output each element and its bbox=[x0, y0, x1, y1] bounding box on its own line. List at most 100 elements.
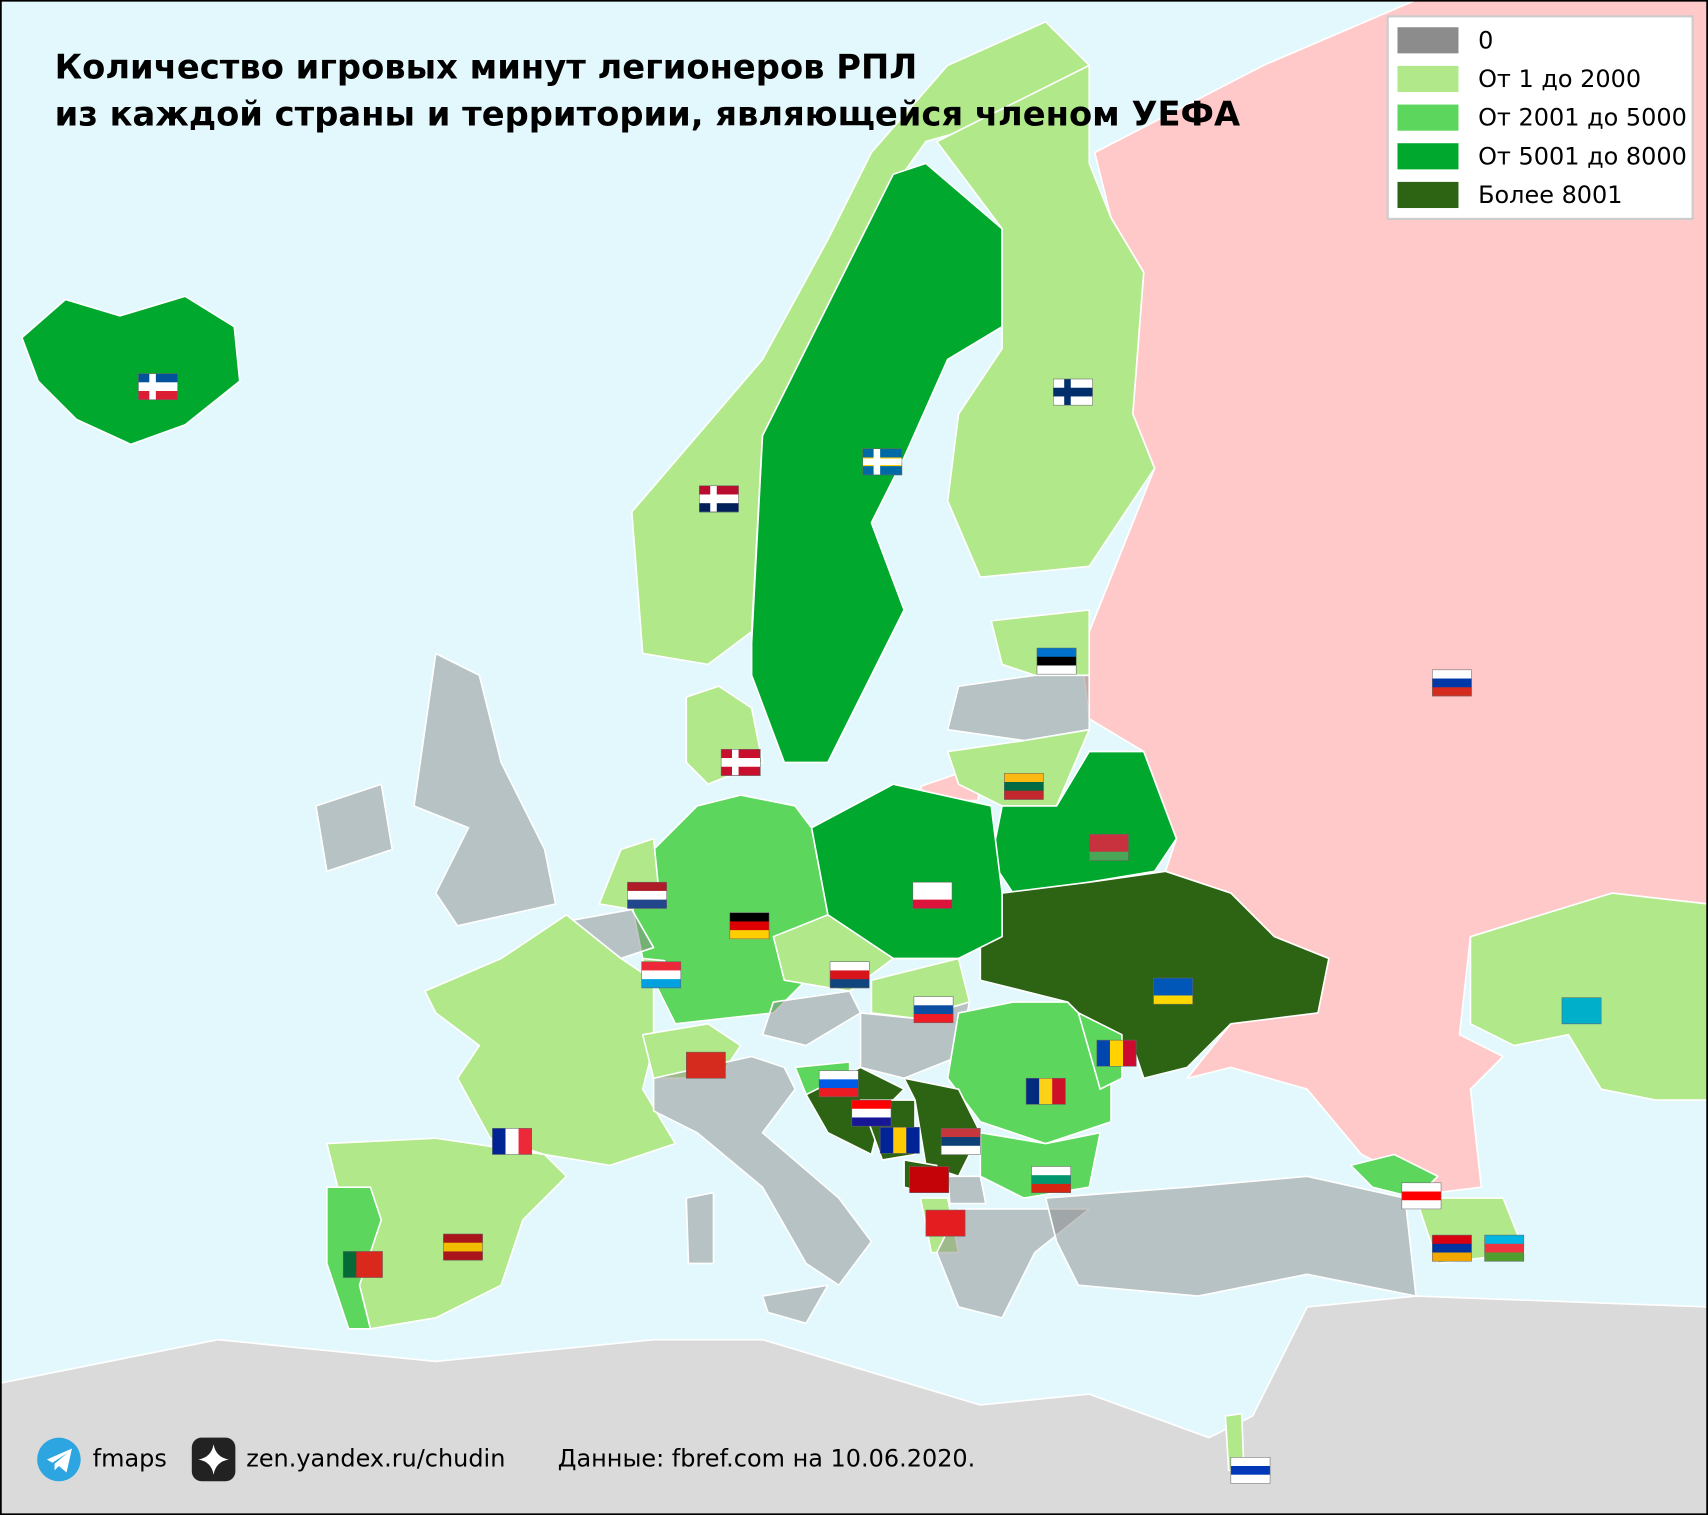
flag bbox=[1036, 647, 1077, 675]
zen-text: zen.yandex.ru/chudin bbox=[246, 1444, 505, 1472]
austria bbox=[761, 990, 862, 1047]
flag-stripe bbox=[1089, 851, 1129, 861]
flag-border bbox=[138, 373, 178, 400]
flag-stripe bbox=[1031, 1183, 1071, 1193]
flag-stripe bbox=[1153, 978, 1193, 988]
great-britain bbox=[413, 652, 557, 927]
title-line: из каждой страны и территории, являющейс… bbox=[55, 94, 1241, 133]
flag bbox=[925, 1209, 966, 1237]
flag-cross bbox=[862, 458, 902, 466]
flag-stripe bbox=[686, 1060, 726, 1070]
flag-border bbox=[492, 1128, 532, 1155]
flag bbox=[912, 881, 953, 909]
flag-border bbox=[729, 912, 770, 940]
belarus bbox=[990, 750, 1178, 894]
flag-border bbox=[851, 1099, 892, 1127]
flag-stripe bbox=[343, 1251, 357, 1278]
telegram-icon bbox=[37, 1437, 81, 1482]
zen-star bbox=[198, 1444, 229, 1475]
flag-stripe bbox=[1432, 1235, 1472, 1245]
flag bbox=[1096, 1039, 1137, 1067]
flag bbox=[1088, 834, 1129, 861]
flag-border bbox=[940, 1128, 981, 1155]
flag-stripe bbox=[1036, 665, 1077, 675]
flag-stripe bbox=[1039, 1078, 1053, 1105]
italy bbox=[652, 1055, 873, 1287]
flag-border bbox=[1484, 1234, 1525, 1262]
flag bbox=[1230, 1457, 1271, 1484]
flag bbox=[729, 912, 770, 940]
flag-stripe bbox=[699, 503, 739, 513]
flag-border bbox=[1025, 1077, 1066, 1105]
flag bbox=[818, 1070, 859, 1098]
flag-stripe bbox=[830, 979, 870, 989]
flags bbox=[138, 373, 1602, 1484]
flag-stripe bbox=[1026, 1078, 1040, 1105]
flag-stripe bbox=[1031, 1175, 1071, 1185]
flag bbox=[1153, 977, 1193, 1005]
flag-border bbox=[913, 996, 954, 1023]
finland bbox=[935, 64, 1156, 579]
flag-stripe bbox=[1089, 842, 1129, 853]
flag-stripe bbox=[1031, 1166, 1071, 1176]
flag-border bbox=[1096, 1039, 1137, 1067]
telegram-text: fmaps bbox=[93, 1444, 167, 1472]
flag-stripe bbox=[941, 1128, 981, 1138]
flag-stripe bbox=[641, 970, 681, 980]
flag-stripe bbox=[909, 1166, 949, 1176]
flag bbox=[443, 1233, 483, 1261]
flag-stripe bbox=[1401, 1200, 1442, 1210]
flag-border bbox=[818, 1070, 859, 1098]
flag bbox=[1432, 1234, 1472, 1262]
flag-stripe bbox=[1109, 1040, 1124, 1067]
flag-stripe bbox=[1484, 1235, 1524, 1245]
flag bbox=[342, 1251, 383, 1278]
flag-cross bbox=[721, 759, 761, 766]
flag-stripe bbox=[1432, 687, 1472, 697]
flag bbox=[1432, 669, 1472, 697]
legend-swatch bbox=[1397, 181, 1459, 209]
flag-border bbox=[1088, 834, 1129, 861]
flag bbox=[138, 373, 178, 401]
legend-swatch bbox=[1397, 65, 1459, 93]
legend-swatch bbox=[1397, 143, 1459, 170]
flag-stripe bbox=[925, 1210, 966, 1220]
flag-border bbox=[1031, 1166, 1072, 1193]
telegram-plane bbox=[46, 1448, 72, 1473]
flag-stripe bbox=[369, 1251, 383, 1278]
france bbox=[424, 914, 677, 1167]
flag bbox=[829, 961, 870, 989]
flag-stripe bbox=[1004, 782, 1044, 792]
legend-swatch bbox=[1397, 27, 1459, 54]
flag-stripe bbox=[1053, 379, 1093, 389]
flag-stripe bbox=[830, 961, 870, 971]
flag bbox=[879, 1126, 920, 1154]
flag-stripe bbox=[729, 921, 770, 931]
flag-stripe bbox=[627, 890, 667, 900]
flag-cross bbox=[138, 383, 178, 390]
flag-stripe bbox=[906, 1127, 920, 1154]
legend-label: 0 bbox=[1478, 26, 1493, 54]
flag-stripe bbox=[1401, 1191, 1442, 1201]
flag-stripe bbox=[686, 1069, 726, 1079]
flag-stripe bbox=[912, 899, 953, 909]
flag-stripe bbox=[1123, 1040, 1137, 1067]
flag-stripe bbox=[925, 1218, 966, 1228]
flag-stripe bbox=[443, 1234, 483, 1244]
flag-stripe bbox=[851, 1117, 892, 1127]
flag-stripe bbox=[729, 912, 770, 922]
legend-label: От 2001 до 5000 bbox=[1478, 104, 1687, 132]
flag-stripe bbox=[1484, 1252, 1524, 1262]
flag bbox=[940, 1128, 981, 1155]
flag-border bbox=[685, 1051, 726, 1079]
flag-stripe bbox=[1036, 656, 1077, 666]
legend-label: От 5001 до 8000 bbox=[1478, 142, 1687, 170]
flag-stripe bbox=[138, 373, 178, 383]
flag-stripe bbox=[627, 882, 667, 892]
legend-label: От 1 до 2000 bbox=[1478, 65, 1641, 93]
flag-stripe bbox=[1484, 1243, 1524, 1253]
flag bbox=[1025, 1077, 1066, 1105]
flag bbox=[1031, 1166, 1072, 1193]
flag-stripe bbox=[1004, 790, 1044, 800]
